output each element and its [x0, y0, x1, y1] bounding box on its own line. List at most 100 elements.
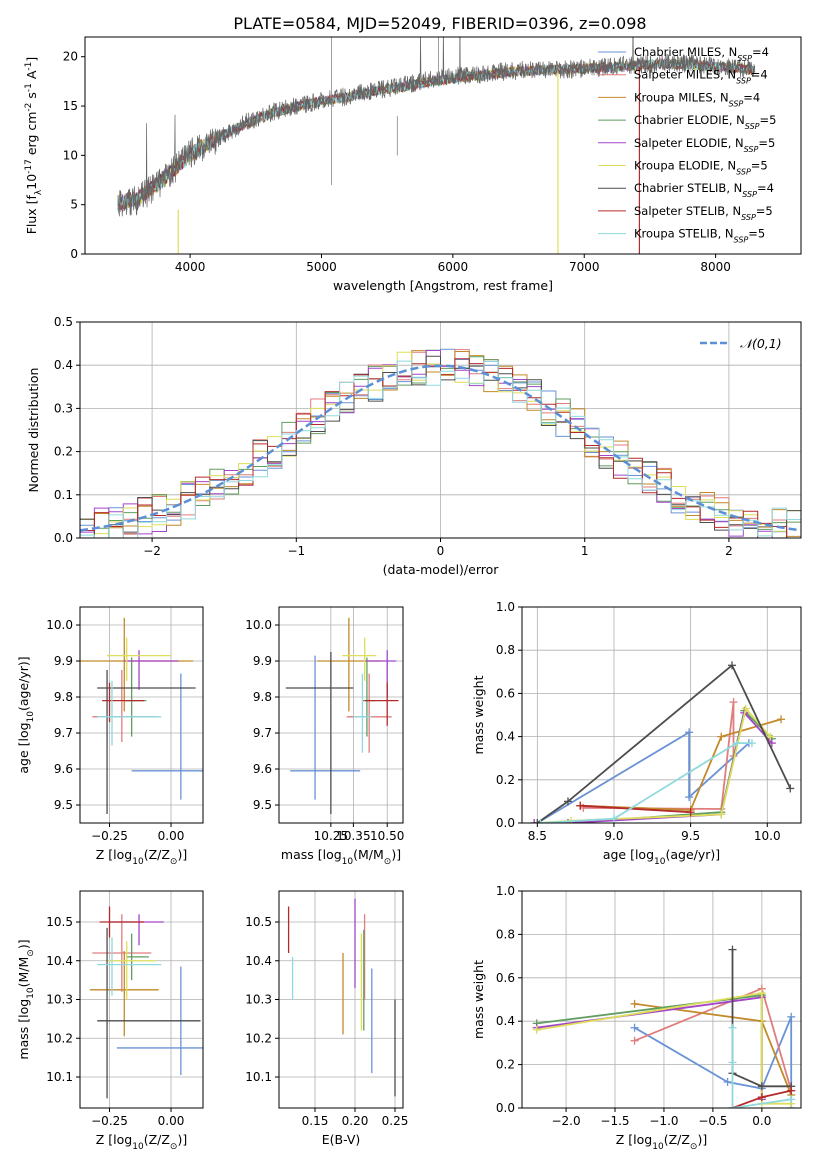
residual-histogram	[80, 350, 801, 538]
y-tick-label: 1.0	[496, 600, 515, 614]
x-tick-label: 0.00	[158, 829, 185, 843]
mass-weight-marker	[536, 819, 545, 823]
y-tick-label: 10.2	[46, 1031, 73, 1045]
axes-frame	[79, 321, 802, 539]
y-tick-label: 0.1	[54, 488, 73, 502]
y-tick-label: 0.2	[54, 445, 73, 459]
y-tick-label: 10.3	[46, 993, 73, 1007]
error-bar	[92, 914, 152, 992]
y-tick-label: 0.4	[496, 730, 515, 744]
error-bar	[107, 941, 157, 1000]
mass-weight-marker	[741, 704, 750, 713]
x-axis-label: age [log10(age/yr)]	[603, 847, 720, 867]
x-tick-label: 0.0	[752, 1114, 771, 1128]
error-bar	[342, 637, 376, 681]
error-bar	[89, 951, 159, 1037]
mass-weight-marker	[532, 1025, 541, 1034]
x-tick-label: 5000	[306, 260, 337, 274]
mass-weight-marker	[728, 661, 737, 670]
y-tick-label: 0.2	[496, 773, 515, 787]
figure-title: PLATE=0584, MJD=52049, FIBERID=0396, z=0…	[233, 14, 646, 33]
y-tick-label: 20	[63, 50, 78, 64]
mass-weight-line	[534, 708, 773, 823]
mass-weight-line	[537, 706, 771, 823]
errorbar-plot-area	[287, 898, 396, 1097]
y-axis-label: age [log10(age/yr)]	[16, 656, 36, 773]
mass-weight-marker	[630, 999, 639, 1008]
y-tick-label: 9.8	[54, 690, 73, 704]
y-axis-label: Flux [fλ10-17 erg cm-2 s-1 A-1]	[24, 57, 44, 235]
error-bar	[97, 937, 162, 996]
mass-weight-marker	[729, 698, 738, 707]
y-tick-label: 0.4	[54, 358, 73, 372]
mass-weight-line	[731, 1027, 792, 1108]
error-bar	[102, 682, 144, 723]
axes-frame	[278, 606, 404, 824]
y-tick-label: 9.5	[54, 798, 73, 812]
y-tick-label: 0.0	[54, 531, 73, 545]
y-tick-label: 10.4	[46, 954, 73, 968]
error-bar	[109, 914, 164, 946]
mass-weight-line	[731, 949, 792, 1088]
mass-weight-line	[536, 663, 792, 823]
mass-weight-marker	[717, 732, 726, 741]
y-tick-label: 9.6	[253, 762, 272, 776]
x-tick-label: −0.25	[91, 1114, 128, 1128]
error-bar	[99, 906, 144, 938]
axes-frame	[278, 890, 404, 1109]
y-tick-label: 0.4	[496, 1014, 515, 1028]
y-tick-label: 1.0	[496, 884, 515, 898]
error-bar	[97, 680, 162, 746]
mass-weight-marker	[732, 739, 741, 748]
mass-weight-plot-area	[530, 661, 795, 823]
mass-weight-marker	[530, 819, 539, 823]
y-tick-label: 0.8	[496, 643, 515, 657]
y-tick-label: 0.0	[496, 816, 515, 830]
normal-curve	[80, 364, 801, 532]
x-axis-label: Z [log10(Z/Z⊙)]	[96, 847, 187, 867]
x-axis-label: mass [log10(M/M⊙)]	[281, 847, 401, 867]
error-bar	[285, 652, 354, 814]
legend-label: Kroupa STELIB, NSSP=5	[634, 227, 765, 245]
error-bar	[131, 673, 203, 800]
mass-weight-marker	[685, 793, 694, 802]
age-vs-Z-panel: −0.25 0.00 9.5 9.6 9.7 9.8 9.9 10.0 Z [log10(Z/Z…	[16, 606, 204, 867]
y-tick-label: 0.6	[496, 971, 515, 985]
residual-histogram	[80, 360, 801, 538]
y-tick-label: 0	[70, 247, 78, 261]
mass-weight-line	[536, 991, 792, 1105]
error-bar	[353, 673, 372, 753]
mass-weight-marker	[777, 715, 786, 724]
x-tick-label: 9.5	[681, 829, 700, 843]
mass-weight-marker	[766, 732, 775, 741]
y-tick-label: 5	[70, 198, 78, 212]
x-tick-label: 1	[581, 544, 589, 558]
y-tick-label: 10.5	[46, 915, 73, 929]
mass-weight-marker	[686, 808, 695, 817]
legend-label: Chabrier MILES, NSSP=4	[634, 45, 769, 63]
data-spectrum-line	[117, 37, 756, 217]
mass-weight-line	[534, 710, 773, 823]
y-tick-label: 9.9	[54, 654, 73, 668]
x-tick-label: 8000	[700, 260, 731, 274]
axes-frame	[79, 890, 204, 1109]
mass-weight-marker	[630, 1036, 639, 1045]
x-tick-label: 0.20	[342, 1114, 369, 1128]
mass-weight-line	[540, 742, 752, 823]
mass-weight-marker	[757, 988, 766, 997]
y-tick-label: 9.6	[54, 762, 73, 776]
residual-histogram	[80, 348, 801, 538]
x-tick-label: 0	[437, 544, 445, 558]
x-tick-label: −1.0	[649, 1114, 678, 1128]
errorbar-plot-area	[80, 617, 203, 814]
y-tick-label: 15	[63, 99, 78, 113]
axes-frame	[521, 890, 802, 1109]
mass-weight-marker	[576, 801, 585, 810]
mass-weight-marker	[533, 819, 542, 823]
x-axis-label: Z [log10(Z/Z⊙)]	[96, 1132, 187, 1152]
axes-frame	[84, 36, 802, 255]
y-tick-label: 10.1	[245, 1070, 272, 1084]
y-tick-label: 9.7	[253, 726, 272, 740]
mass-weight-marker	[723, 1077, 732, 1086]
